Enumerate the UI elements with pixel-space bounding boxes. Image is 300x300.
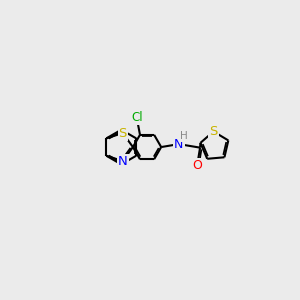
Text: S: S — [209, 125, 218, 138]
Text: H: H — [180, 131, 188, 141]
Text: S: S — [118, 127, 127, 140]
Text: N: N — [118, 154, 128, 168]
Text: O: O — [192, 159, 202, 172]
Text: N: N — [174, 138, 184, 151]
Text: Cl: Cl — [132, 111, 143, 124]
